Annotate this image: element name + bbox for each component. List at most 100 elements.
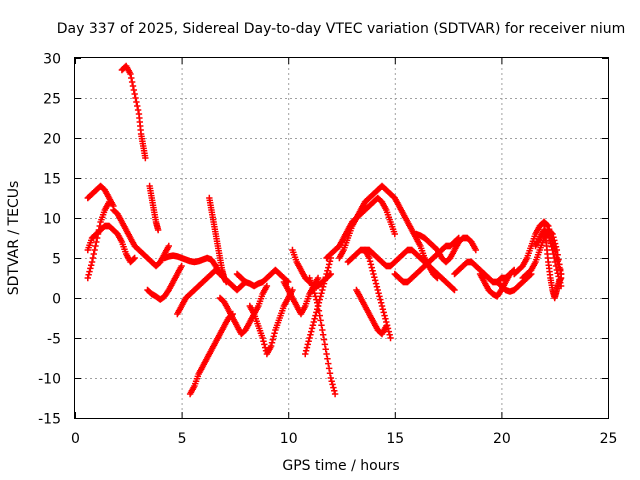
data-point xyxy=(368,264,375,271)
data-point xyxy=(321,341,329,348)
data-point xyxy=(93,238,100,246)
data-point xyxy=(92,242,99,250)
data-point xyxy=(308,328,315,335)
data-point xyxy=(322,274,329,281)
data-point xyxy=(383,318,390,326)
data-point xyxy=(271,330,278,337)
data-point xyxy=(322,346,329,353)
data-point xyxy=(311,315,318,322)
data-point xyxy=(321,277,329,284)
data-point xyxy=(557,274,565,282)
data-point xyxy=(544,222,551,229)
data-point xyxy=(318,290,325,297)
data-point xyxy=(556,261,563,268)
data-point xyxy=(315,307,323,314)
y-tick-label: -5 xyxy=(47,332,61,348)
data-point xyxy=(326,370,334,377)
y-tick-label: -10 xyxy=(38,372,61,388)
x-tick-label: 10 xyxy=(280,431,298,447)
x-tick-label: 25 xyxy=(600,431,618,447)
data-point xyxy=(330,384,337,391)
plot-frame xyxy=(74,57,609,419)
data-point xyxy=(372,280,380,287)
data-point xyxy=(377,296,384,303)
data-point xyxy=(450,286,457,293)
data-point xyxy=(310,286,317,294)
data-point xyxy=(451,286,458,294)
data-point xyxy=(328,378,335,385)
data-point xyxy=(324,355,331,362)
data-point xyxy=(324,267,331,274)
data-point xyxy=(549,246,556,254)
x-tick-label: 0 xyxy=(71,431,80,447)
data-point xyxy=(381,312,388,319)
data-point xyxy=(472,246,480,254)
series-arc-06 xyxy=(146,182,162,234)
data-point xyxy=(551,254,558,262)
data-point xyxy=(319,286,326,294)
data-point xyxy=(307,331,314,338)
data-point xyxy=(223,278,230,286)
data-point xyxy=(306,334,313,342)
data-point xyxy=(88,258,96,266)
data-point xyxy=(557,266,564,273)
data-point xyxy=(374,286,381,294)
data-point xyxy=(375,290,382,297)
data-point xyxy=(554,270,561,277)
chart-title: Day 337 of 2025, Sidereal Day-to-day VTE… xyxy=(57,21,626,37)
data-point xyxy=(261,341,268,348)
data-point xyxy=(380,309,387,316)
data-point xyxy=(304,341,312,348)
series-arc-27 xyxy=(476,266,518,300)
data-point xyxy=(165,242,173,250)
data-point xyxy=(134,102,141,110)
data-point xyxy=(553,266,561,274)
series-arc-23 xyxy=(361,246,394,342)
data-point xyxy=(316,312,323,319)
data-point xyxy=(329,381,336,388)
series-arc-14 xyxy=(233,266,292,290)
data-point xyxy=(370,270,377,278)
data-point xyxy=(311,290,318,297)
series-arc-07 xyxy=(144,262,185,303)
data-point xyxy=(323,350,330,358)
series-arc-08 xyxy=(161,252,228,282)
data-point xyxy=(317,317,324,324)
data-point xyxy=(325,360,332,367)
y-tick-label: -15 xyxy=(38,412,61,428)
y-tick-label: 15 xyxy=(43,172,61,188)
data-point xyxy=(377,299,385,306)
data-point xyxy=(313,296,320,303)
series-arc-03 xyxy=(84,182,117,210)
data-point xyxy=(331,390,339,398)
data-points xyxy=(84,62,565,398)
data-point xyxy=(386,331,393,338)
axis-ticks: 0 5 10 15 20 25 -15 -10 -5 0 5 10 15 20 25 30 xyxy=(38,52,617,448)
data-point xyxy=(325,264,332,271)
data-point xyxy=(86,268,93,275)
data-point xyxy=(270,333,277,340)
y-axis-label: SDTVAR / TECUs xyxy=(6,181,22,296)
data-point xyxy=(130,255,138,262)
data-point xyxy=(260,338,267,345)
data-point xyxy=(132,94,139,102)
data-point xyxy=(319,331,327,338)
data-point xyxy=(130,86,138,94)
data-point xyxy=(548,243,555,250)
data-point xyxy=(326,271,334,278)
data-point xyxy=(84,274,91,282)
data-point xyxy=(128,74,135,82)
data-point xyxy=(127,70,134,78)
data-point xyxy=(302,350,309,358)
data-point xyxy=(128,78,136,86)
data-point xyxy=(305,338,312,345)
data-point xyxy=(379,306,387,313)
series-arc-10 xyxy=(186,310,236,398)
data-point xyxy=(142,154,149,162)
data-point xyxy=(371,277,379,284)
data-point xyxy=(555,256,562,263)
data-point xyxy=(376,293,383,300)
x-axis-label: GPS time / hours xyxy=(282,458,399,474)
data-point xyxy=(546,237,554,244)
data-point xyxy=(325,261,333,268)
